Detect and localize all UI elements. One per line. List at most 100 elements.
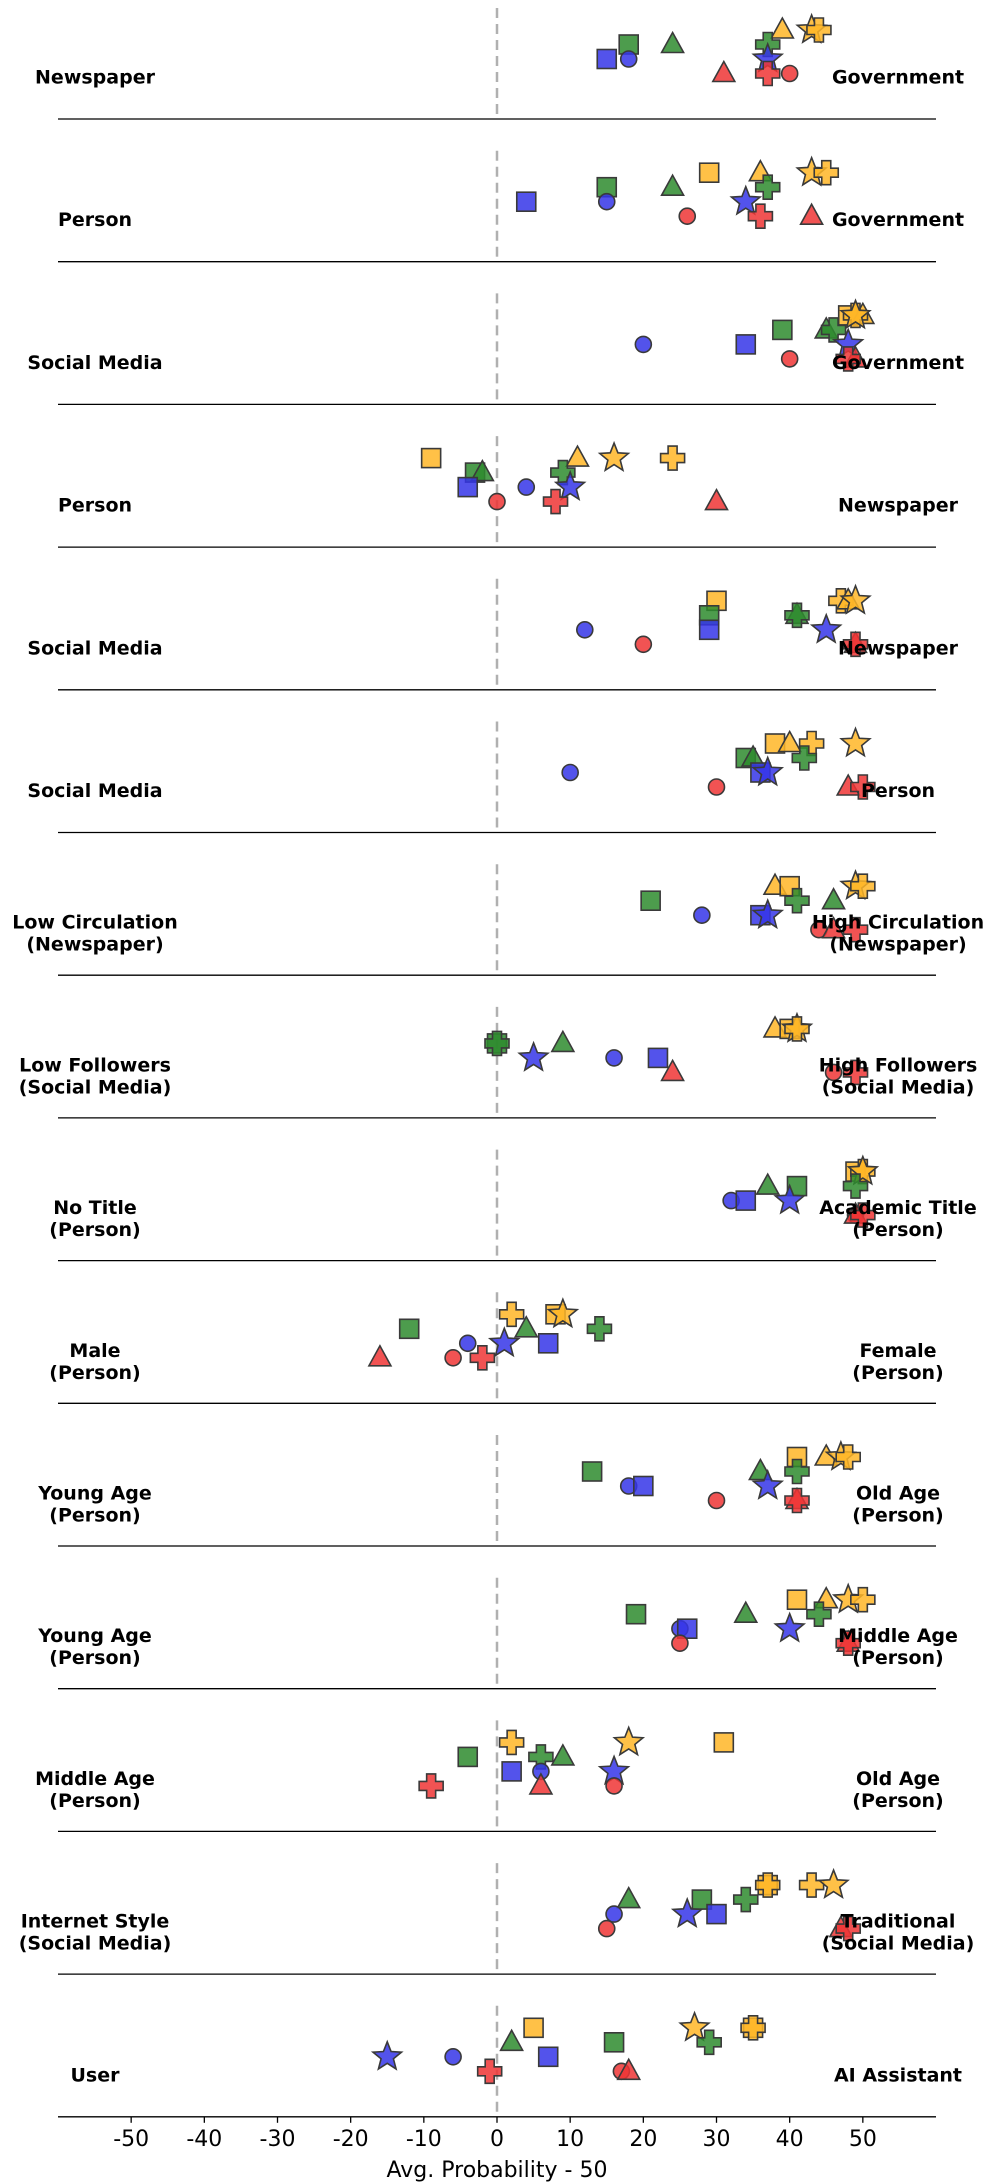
square-marker: [786, 1589, 808, 1610]
star-marker: [751, 898, 785, 930]
panel-row: [58, 1292, 936, 1404]
square-marker: [596, 48, 618, 70]
left-category-label: Internet Style (Social Media): [19, 1911, 172, 1955]
plus-marker: [469, 1345, 496, 1371]
right-category-label: Person: [861, 780, 935, 802]
left-category-label: Person: [58, 495, 132, 517]
plus-marker: [813, 159, 840, 186]
right-category-label: Academic Title (Person): [819, 1197, 976, 1241]
circle-marker: [605, 1777, 623, 1795]
circle-marker: [671, 1634, 689, 1652]
star-marker: [839, 726, 872, 758]
panel-row: [58, 1149, 936, 1262]
plus-marker: [784, 1016, 810, 1042]
circle-marker: [605, 1049, 623, 1067]
square-marker: [603, 2032, 625, 2053]
plus-marker: [484, 1030, 510, 1057]
triangle-marker: [733, 1600, 759, 1623]
left-category-label: Low Circulation (Newspaper): [12, 912, 177, 956]
circle-marker: [444, 2048, 462, 2066]
star-marker: [487, 1326, 521, 1358]
square-marker: [640, 890, 661, 912]
circle-marker: [597, 1919, 616, 1938]
star-marker: [839, 583, 872, 615]
circle-marker: [605, 1905, 623, 1923]
plus-marker: [754, 174, 781, 200]
plus-marker: [542, 488, 569, 515]
triangle-marker: [660, 173, 685, 196]
left-category-label: Social Media: [27, 780, 162, 802]
plus-marker: [842, 1059, 869, 1086]
panel-row: [58, 2005, 936, 2118]
plus-marker: [476, 2058, 503, 2085]
triangle-marker: [550, 1029, 576, 1053]
plus-marker: [850, 774, 876, 800]
circle-marker: [444, 1349, 462, 1367]
star-marker: [751, 1468, 785, 1500]
circle-marker: [707, 778, 726, 796]
right-category-label: Middle Age (Person): [838, 1625, 958, 1669]
triangle-marker: [513, 1315, 539, 1338]
square-marker: [457, 476, 479, 498]
star-marker: [773, 1183, 807, 1215]
triangle-marker: [565, 444, 590, 467]
panel-row: [58, 436, 936, 548]
plus-marker: [498, 1301, 525, 1328]
star-marker: [809, 612, 843, 644]
plus-marker: [754, 60, 781, 87]
plus-marker: [842, 631, 869, 658]
triangle-marker: [470, 458, 495, 482]
left-category-label: Middle Age (Person): [35, 1768, 155, 1812]
triangle-marker: [821, 887, 846, 910]
left-category-label: Person: [58, 209, 132, 231]
triangle-marker: [528, 1772, 554, 1795]
right-category-label: High Circulation (Newspaper): [812, 912, 984, 956]
left-category-label: Young Age (Person): [37, 1625, 152, 1669]
circle-marker: [824, 1063, 843, 1082]
star-marker: [729, 184, 763, 216]
star-marker: [678, 2010, 711, 2042]
left-category-label: Social Media: [27, 637, 162, 659]
left-category-label: Young Age (Person): [37, 1483, 152, 1527]
plus-marker: [806, 17, 832, 43]
right-category-label: Government: [832, 352, 964, 374]
square-marker: [633, 1475, 654, 1497]
panel-row: [58, 1006, 936, 1119]
panel-row: [58, 1435, 936, 1547]
x-tick-label: 40: [776, 2127, 804, 2152]
square-marker: [537, 1333, 559, 1354]
circle-marker: [780, 350, 799, 368]
triangle-marker: [660, 1058, 685, 1082]
right-category-label: Newspaper: [838, 495, 959, 517]
square-marker: [515, 191, 537, 212]
plus-marker: [806, 1601, 832, 1627]
x-tick-label: 30: [703, 2127, 731, 2152]
plus-marker: [754, 1872, 781, 1898]
circle-marker: [619, 50, 638, 68]
left-category-label: User: [71, 2064, 121, 2086]
circle-marker: [780, 64, 799, 83]
plus-marker: [747, 203, 774, 229]
right-category-label: Government: [832, 209, 964, 231]
right-category-label: Traditional (Social Media): [822, 1911, 975, 1955]
right-category-label: Female (Person): [852, 1340, 943, 1384]
circle-marker: [561, 763, 579, 782]
x-tick-label: 50: [849, 2127, 877, 2152]
square-marker: [523, 2017, 544, 2039]
star-marker: [546, 1297, 580, 1329]
plus-marker: [659, 445, 686, 471]
square-marker: [698, 619, 720, 641]
triangle-marker: [367, 1344, 393, 1367]
x-tick-label: -20: [333, 2127, 369, 2152]
plus-marker: [850, 1202, 876, 1228]
circle-marker: [575, 620, 594, 639]
triangle-marker: [821, 916, 846, 939]
square-marker: [676, 1618, 698, 1639]
triangle-marker: [499, 2028, 524, 2052]
left-category-label: Social Media: [27, 352, 162, 374]
plus-marker: [835, 1444, 861, 1470]
plus-marker: [850, 1586, 876, 1613]
triangle-marker: [616, 2057, 642, 2081]
left-category-label: Newspaper: [35, 67, 156, 89]
